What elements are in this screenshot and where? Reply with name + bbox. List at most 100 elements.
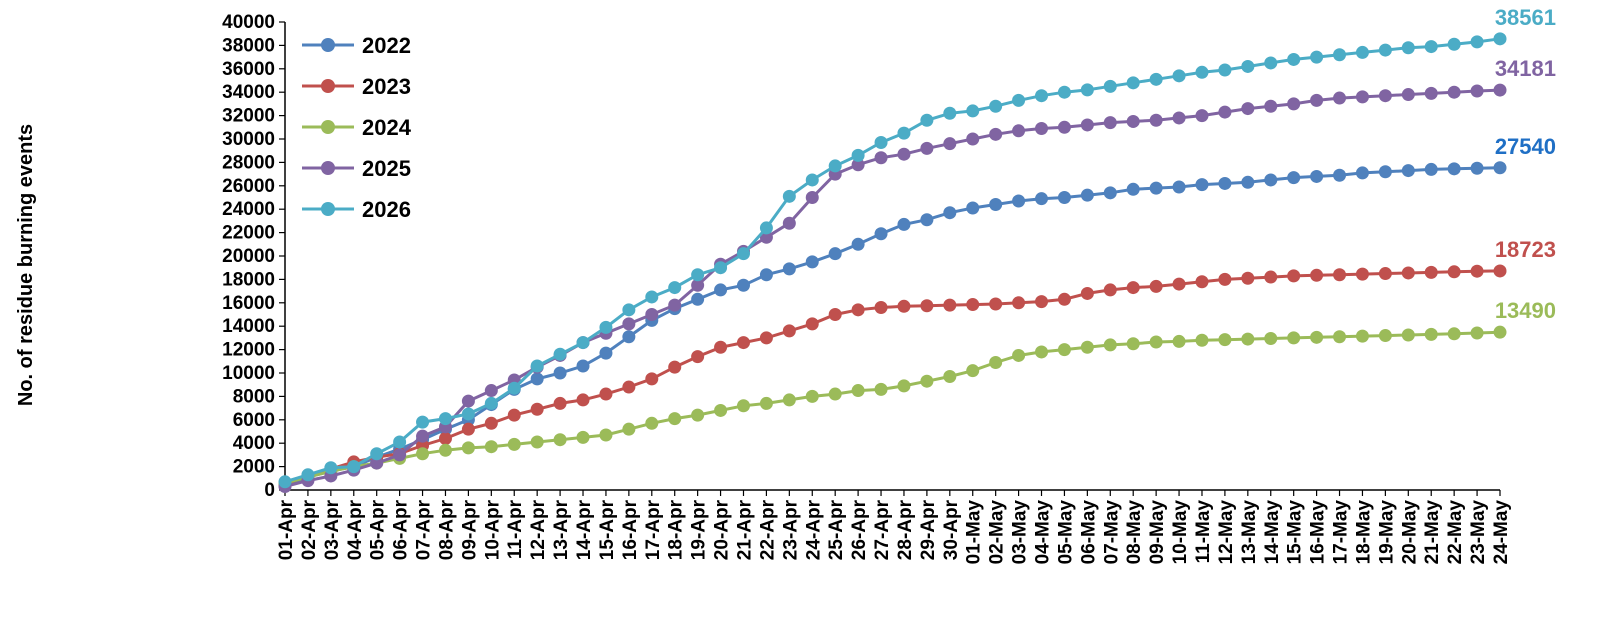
data-point — [553, 366, 567, 380]
data-point — [897, 217, 911, 231]
x-tick-label: 06-Apr — [391, 499, 412, 560]
data-point — [622, 303, 636, 317]
data-point — [736, 399, 750, 413]
x-tick-label: 20-Apr — [712, 499, 733, 560]
data-point — [1035, 121, 1049, 135]
data-point — [805, 255, 819, 269]
data-point — [691, 408, 705, 422]
data-point — [1287, 171, 1301, 185]
data-point — [1355, 329, 1369, 343]
data-point — [874, 227, 888, 241]
data-point — [507, 381, 521, 395]
data-point — [1424, 40, 1438, 54]
data-point — [1447, 327, 1461, 341]
data-point — [1378, 267, 1392, 281]
y-tick-label: 34000 — [222, 82, 275, 103]
data-point — [1241, 102, 1255, 116]
data-point — [1264, 173, 1278, 187]
x-tick-label: 16-May — [1308, 500, 1329, 565]
x-tick-label: 14-May — [1262, 500, 1283, 565]
data-point — [1149, 72, 1163, 86]
data-point — [920, 141, 934, 155]
data-point — [1355, 45, 1369, 59]
x-tick-label: 23-Apr — [780, 499, 801, 560]
data-point — [553, 396, 567, 410]
data-point — [1401, 266, 1415, 280]
y-tick-label: 40000 — [222, 12, 275, 33]
x-tick-label: 01-Apr — [276, 499, 297, 560]
data-point — [1103, 186, 1117, 200]
data-point — [1057, 343, 1071, 357]
data-point — [484, 416, 498, 430]
end-label-2022: 27540 — [1495, 134, 1556, 159]
data-point — [1080, 188, 1094, 202]
x-tick-label: 11-May — [1193, 500, 1214, 564]
data-point — [1401, 88, 1415, 102]
data-point — [1310, 50, 1324, 64]
data-point — [599, 387, 613, 401]
data-point — [370, 447, 384, 461]
x-tick-label: 09-May — [1147, 500, 1168, 565]
x-tick-label: 05-Apr — [368, 499, 389, 560]
x-tick-label: 18-Apr — [666, 499, 687, 560]
data-point — [1470, 161, 1484, 175]
x-tick-label: 02-May — [987, 500, 1008, 565]
series-line-2022 — [284, 166, 1501, 487]
data-point — [438, 443, 452, 457]
data-point — [782, 393, 796, 407]
data-point — [920, 213, 934, 227]
legend-swatch-marker — [321, 120, 335, 134]
data-point — [278, 475, 292, 489]
y-tick-label: 30000 — [222, 129, 275, 150]
data-point — [920, 113, 934, 127]
legend-swatch-marker — [321, 202, 335, 216]
data-point — [828, 159, 842, 173]
data-point — [1057, 191, 1071, 204]
x-tick-label: 19-Apr — [689, 499, 710, 560]
data-point — [645, 290, 659, 304]
data-point — [1241, 332, 1255, 346]
data-point — [1149, 335, 1163, 349]
data-point — [438, 432, 452, 446]
data-point — [828, 247, 842, 261]
y-tick-label: 36000 — [222, 59, 275, 80]
data-point — [347, 460, 361, 474]
x-tick-label: 16-Apr — [620, 499, 641, 560]
x-tick-label: 22-Apr — [757, 499, 778, 560]
data-point — [874, 136, 888, 150]
data-point — [714, 283, 728, 297]
data-point — [691, 268, 705, 282]
data-point — [1035, 89, 1049, 103]
data-point — [691, 350, 705, 364]
data-point — [668, 281, 682, 295]
legend-label: 2022 — [362, 33, 411, 58]
x-tick-label: 27-Apr — [872, 499, 893, 560]
data-point — [1264, 99, 1278, 113]
data-point — [622, 330, 636, 344]
data-point — [1264, 56, 1278, 70]
data-point — [1080, 118, 1094, 132]
data-point — [1218, 63, 1232, 77]
data-point — [507, 437, 521, 451]
x-tick-label: 28-Apr — [895, 499, 916, 560]
data-point — [1287, 269, 1301, 283]
data-point — [576, 336, 590, 350]
data-point — [1333, 168, 1347, 182]
data-point — [507, 408, 521, 422]
data-point — [1447, 85, 1461, 99]
x-tick-label: 14-Apr — [574, 499, 595, 560]
data-point — [736, 278, 750, 292]
x-tick-label: 19-May — [1376, 500, 1397, 565]
x-tick-label: 11-Apr — [505, 499, 526, 559]
x-tick-label: 21-Apr — [734, 499, 755, 560]
y-axis-label: No. of residue burning events — [15, 124, 37, 406]
data-point — [851, 148, 865, 162]
data-point — [1172, 111, 1186, 125]
data-point — [416, 447, 430, 461]
data-point — [1424, 327, 1438, 341]
x-tick-label: 24-Apr — [803, 499, 824, 560]
data-point — [897, 147, 911, 161]
data-point — [1126, 114, 1140, 128]
x-tick-label: 23-May — [1468, 500, 1489, 565]
